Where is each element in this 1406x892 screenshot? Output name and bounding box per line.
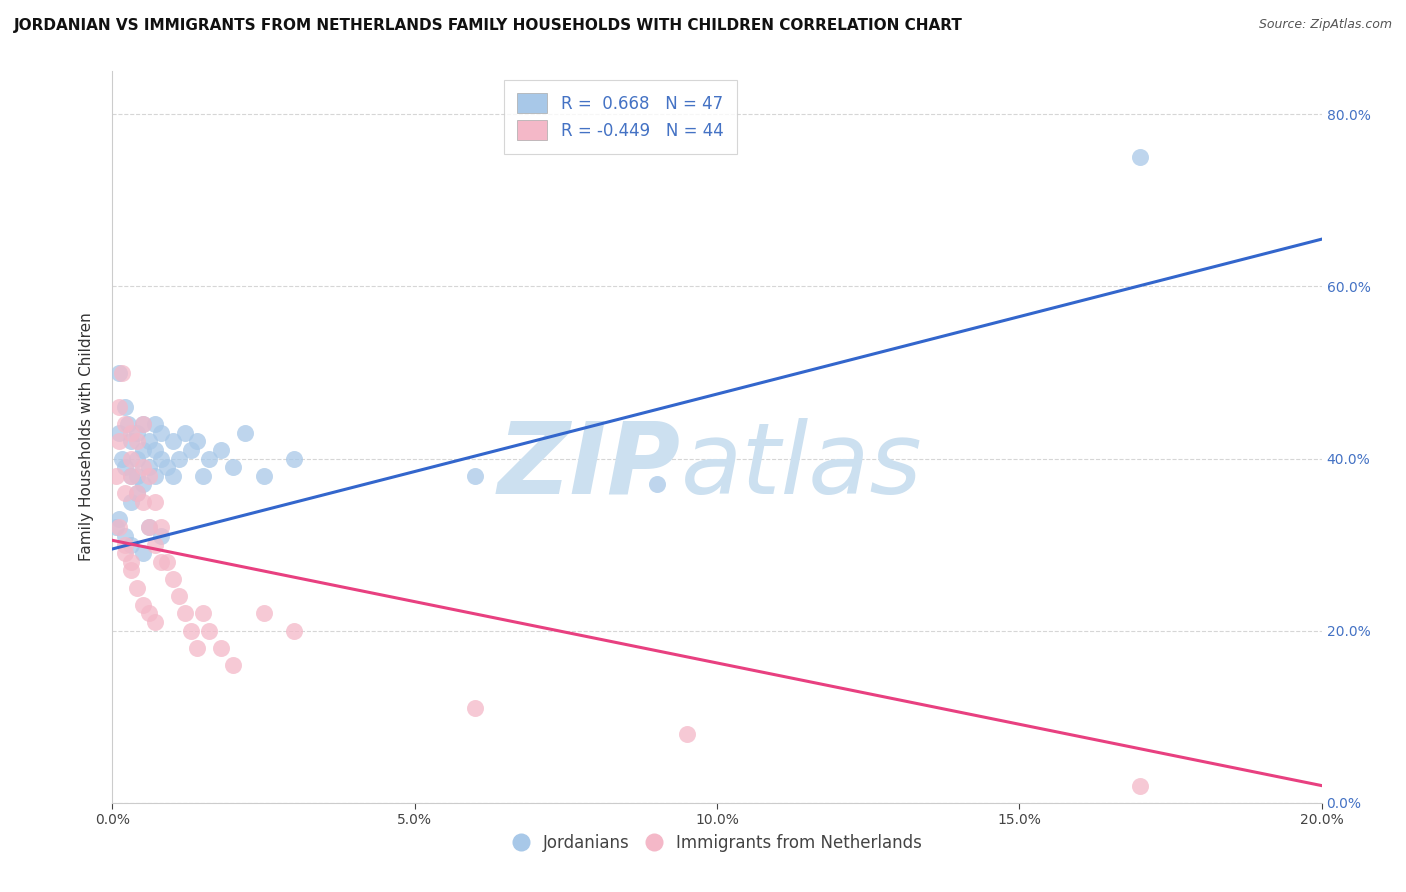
Point: [104, 520, 127, 534]
Point: [114, 529, 136, 543]
Point: [162, 572, 184, 586]
Point: [174, 607, 197, 621]
Point: [125, 468, 148, 483]
Point: [464, 468, 486, 483]
Point: [120, 555, 142, 569]
Point: [186, 640, 208, 655]
Point: [104, 468, 127, 483]
Point: [132, 417, 155, 432]
Point: [120, 538, 142, 552]
Point: [107, 425, 129, 440]
Point: [283, 451, 305, 466]
Point: [120, 468, 142, 483]
Point: [120, 451, 142, 466]
Point: [143, 615, 166, 629]
Point: [167, 589, 190, 603]
Point: [114, 400, 136, 414]
Point: [107, 366, 129, 380]
Point: [1129, 779, 1152, 793]
Point: [186, 434, 208, 449]
Point: [235, 425, 257, 440]
Point: [180, 442, 202, 457]
Text: Source: ZipAtlas.com: Source: ZipAtlas.com: [1258, 18, 1392, 31]
Point: [138, 434, 160, 449]
Point: [167, 451, 190, 466]
Point: [156, 460, 179, 475]
Point: [675, 727, 697, 741]
Point: [125, 486, 148, 500]
Point: [138, 520, 160, 534]
Point: [125, 581, 148, 595]
Point: [114, 546, 136, 560]
Point: [120, 434, 142, 449]
Point: [143, 417, 166, 432]
Point: [110, 366, 132, 380]
Point: [209, 640, 232, 655]
Point: [132, 494, 155, 508]
Point: [114, 486, 136, 500]
Point: [120, 564, 142, 578]
Point: [114, 460, 136, 475]
Point: [125, 486, 148, 500]
Point: [162, 434, 184, 449]
Point: [191, 607, 214, 621]
Point: [110, 451, 132, 466]
Legend: Jordanians, Immigrants from Netherlands: Jordanians, Immigrants from Netherlands: [505, 826, 929, 860]
Point: [149, 520, 172, 534]
Point: [107, 512, 129, 526]
Point: [143, 468, 166, 483]
Point: [120, 494, 142, 508]
Point: [132, 477, 155, 491]
Text: JORDANIAN VS IMMIGRANTS FROM NETHERLANDS FAMILY HOUSEHOLDS WITH CHILDREN CORRELA: JORDANIAN VS IMMIGRANTS FROM NETHERLANDS…: [14, 18, 963, 33]
Point: [162, 468, 184, 483]
Point: [117, 417, 139, 432]
Point: [198, 624, 221, 638]
Point: [132, 546, 155, 560]
Point: [138, 460, 160, 475]
Point: [149, 425, 172, 440]
Point: [132, 598, 155, 612]
Point: [138, 607, 160, 621]
Point: [253, 468, 276, 483]
Point: [180, 624, 202, 638]
Point: [283, 624, 305, 638]
Point: [174, 425, 197, 440]
Point: [222, 460, 245, 475]
Point: [143, 538, 166, 552]
Point: [222, 658, 245, 673]
Point: [132, 442, 155, 457]
Point: [198, 451, 221, 466]
Point: [143, 494, 166, 508]
Point: [125, 451, 148, 466]
Point: [107, 520, 129, 534]
Point: [149, 451, 172, 466]
Text: atlas: atlas: [681, 417, 922, 515]
Point: [149, 555, 172, 569]
Point: [132, 417, 155, 432]
Point: [114, 538, 136, 552]
Point: [107, 434, 129, 449]
Point: [464, 701, 486, 715]
Point: [107, 400, 129, 414]
Y-axis label: Family Households with Children: Family Households with Children: [79, 313, 94, 561]
Point: [120, 468, 142, 483]
Point: [138, 468, 160, 483]
Text: ZIP: ZIP: [498, 417, 681, 515]
Point: [132, 460, 155, 475]
Point: [120, 425, 142, 440]
Point: [143, 442, 166, 457]
Point: [138, 520, 160, 534]
Point: [149, 529, 172, 543]
Point: [125, 434, 148, 449]
Point: [114, 417, 136, 432]
Point: [645, 477, 668, 491]
Point: [1129, 150, 1152, 164]
Point: [253, 607, 276, 621]
Point: [209, 442, 232, 457]
Point: [191, 468, 214, 483]
Point: [156, 555, 179, 569]
Point: [125, 425, 148, 440]
